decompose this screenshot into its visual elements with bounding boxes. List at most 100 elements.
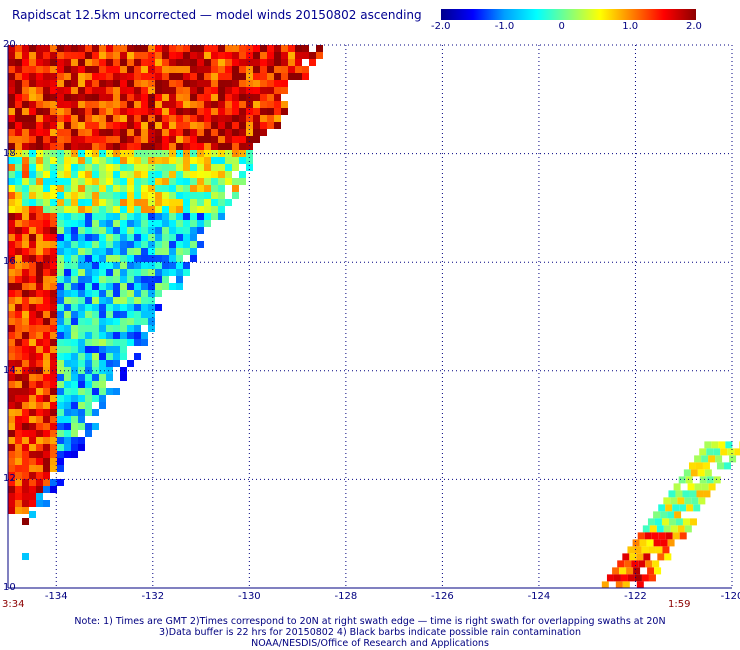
data-cell xyxy=(43,108,50,115)
data-cell xyxy=(708,483,716,491)
data-cell xyxy=(15,122,22,129)
data-cell xyxy=(281,87,288,94)
data-cell xyxy=(176,213,183,220)
data-cell xyxy=(204,213,211,220)
data-cell xyxy=(176,52,183,59)
data-cell xyxy=(141,304,148,311)
data-cell xyxy=(8,143,15,150)
data-cell xyxy=(162,171,169,178)
data-cell xyxy=(50,409,57,416)
data-cell xyxy=(141,87,148,94)
data-cell xyxy=(660,539,668,547)
data-cell xyxy=(162,164,169,171)
data-cell xyxy=(57,311,64,318)
data-cell xyxy=(8,416,15,423)
data-cell xyxy=(85,395,92,402)
data-cell xyxy=(134,206,141,213)
data-cell xyxy=(657,553,665,561)
data-cell xyxy=(50,178,57,185)
data-cell xyxy=(29,185,36,192)
data-cell xyxy=(50,108,57,115)
data-cell xyxy=(43,220,50,227)
data-cell xyxy=(36,339,43,346)
data-cell xyxy=(204,157,211,164)
data-cell xyxy=(36,143,43,150)
data-cell xyxy=(92,283,99,290)
data-cell xyxy=(148,325,155,332)
data-cell xyxy=(606,574,614,582)
data-cell xyxy=(92,311,99,318)
data-cell xyxy=(29,381,36,388)
data-cell xyxy=(36,150,43,157)
data-cell xyxy=(57,479,64,486)
data-cell xyxy=(637,532,645,540)
data-cell xyxy=(85,339,92,346)
data-cell xyxy=(15,220,22,227)
data-cell xyxy=(134,80,141,87)
data-cell xyxy=(141,248,148,255)
data-cell xyxy=(246,115,253,122)
data-cell xyxy=(204,73,211,80)
data-cell xyxy=(106,143,113,150)
data-cell xyxy=(43,444,50,451)
data-cell xyxy=(225,101,232,108)
data-cell xyxy=(57,101,64,108)
data-cell xyxy=(22,241,29,248)
data-cell xyxy=(57,73,64,80)
data-cell xyxy=(169,122,176,129)
data-cell xyxy=(15,437,22,444)
data-cell xyxy=(148,290,155,297)
data-cell xyxy=(15,248,22,255)
data-cell xyxy=(36,381,43,388)
data-cell xyxy=(71,325,78,332)
y-tick-label: 10 xyxy=(3,582,16,593)
data-cell xyxy=(29,94,36,101)
data-cell xyxy=(120,115,127,122)
data-cell xyxy=(29,66,36,73)
data-cell xyxy=(71,45,78,52)
data-cell xyxy=(15,353,22,360)
data-cell xyxy=(127,80,134,87)
data-cell xyxy=(162,185,169,192)
data-cell xyxy=(43,353,50,360)
data-cell xyxy=(162,94,169,101)
data-cell xyxy=(183,262,190,269)
data-cell xyxy=(57,164,64,171)
data-cell xyxy=(92,59,99,66)
data-cell xyxy=(78,423,85,430)
data-cell xyxy=(675,490,683,498)
data-cell xyxy=(15,178,22,185)
data-cell xyxy=(162,73,169,80)
data-cell xyxy=(253,108,260,115)
data-cell xyxy=(22,171,29,178)
data-cell xyxy=(141,143,148,150)
data-cell xyxy=(36,213,43,220)
data-cell xyxy=(239,136,246,143)
data-cell xyxy=(134,122,141,129)
data-cell xyxy=(36,185,43,192)
data-cell xyxy=(169,164,176,171)
data-cell xyxy=(57,304,64,311)
data-cell xyxy=(141,164,148,171)
data-cell xyxy=(134,255,141,262)
data-cell xyxy=(647,518,655,526)
data-cell xyxy=(71,283,78,290)
data-cell xyxy=(50,94,57,101)
colorbar-label: -1.0 xyxy=(494,21,515,32)
data-cell xyxy=(22,192,29,199)
data-cell xyxy=(718,441,726,449)
data-cell xyxy=(169,234,176,241)
data-cell xyxy=(701,455,709,463)
data-cell xyxy=(148,164,155,171)
data-cell xyxy=(36,353,43,360)
data-cell xyxy=(162,101,169,108)
data-cell xyxy=(92,381,99,388)
data-cell xyxy=(183,185,190,192)
data-cell xyxy=(246,80,253,87)
data-cell xyxy=(71,297,78,304)
data-cell xyxy=(99,52,106,59)
data-cell xyxy=(169,80,176,87)
data-cell xyxy=(176,66,183,73)
data-cell xyxy=(148,297,155,304)
data-cell xyxy=(71,241,78,248)
